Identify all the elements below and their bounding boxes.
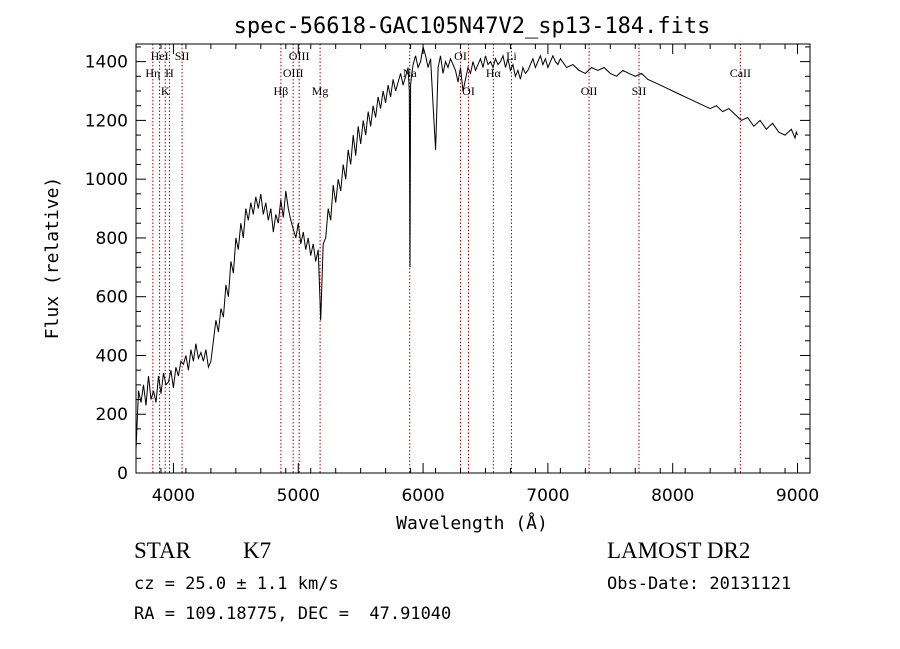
spectral-line-label: OII — [581, 84, 598, 98]
spectral-line-label: CaII — [730, 66, 751, 80]
object-class: STAR — [134, 538, 191, 563]
sky-coordinates: RA = 109.18775, DEC = 47.91040 — [134, 604, 452, 624]
spectral-line-label: OIII — [283, 66, 304, 80]
object-subclass: K7 — [243, 538, 272, 563]
spectral-line-label: Hα — [486, 66, 502, 80]
spectral-line-label: OI — [454, 49, 467, 63]
survey-name: LAMOST DR2 — [607, 538, 751, 563]
spectral-line-label: Li — [506, 49, 517, 63]
observation-date: Obs-Date: 20131121 — [607, 574, 792, 594]
y-tick-label: 800 — [96, 229, 128, 249]
y-tick-label: 400 — [96, 346, 128, 366]
y-tick-label: 1000 — [85, 170, 128, 190]
spectral-line-label: Na — [403, 66, 418, 80]
spectral-line-labels: HeI SII Hη HK OIII OIII Hβ Mg Na OI OI Hα Li OII SII Ca… — [145, 49, 751, 98]
x-axis-label: Wavelength (Å) — [396, 512, 548, 534]
x-tick-label: 7000 — [526, 486, 569, 506]
x-tick-label: 4000 — [152, 486, 195, 506]
y-tick-label: 1200 — [85, 111, 128, 131]
x-tick-label: 5000 — [277, 486, 320, 506]
spectral-line-label: Hβ — [274, 84, 289, 98]
y-tick-label: 600 — [96, 288, 128, 308]
spectral-line-label: OI — [462, 84, 475, 98]
spectral-line-label: OIII — [289, 49, 310, 63]
spectral-line-label: SII — [175, 49, 190, 63]
spectral-line-label: H — [165, 66, 174, 80]
y-axis-label: Flux (relative) — [42, 177, 63, 340]
y-tick-label: 1400 — [85, 53, 128, 73]
x-axis: 4000 5000 6000 7000 8000 9000 — [135, 44, 819, 506]
chart-title: spec-56618-GAC105N47V2_sp13-184.fits — [234, 14, 711, 39]
spectral-line-label: SII — [632, 84, 647, 98]
y-tick-label: 0 — [117, 464, 128, 484]
redshift-cz: cz = 25.0 ± 1.1 km/s — [134, 574, 339, 594]
x-tick-label: 8000 — [651, 486, 694, 506]
y-axis: 0 200 400 600 800 1000 1200 1400 — [85, 46, 810, 484]
x-tick-label: 9000 — [776, 486, 819, 506]
spectrum-series-line — [135, 46, 798, 450]
x-tick-label: 6000 — [401, 486, 444, 506]
spectral-line-markers — [152, 44, 741, 473]
spectral-line-label: K — [161, 84, 170, 98]
plot-frame — [135, 43, 811, 474]
y-tick-label: 200 — [96, 405, 128, 425]
spectral-line-label: Hη — [145, 66, 160, 80]
spectral-line-label: HeI — [151, 49, 169, 63]
spectral-line-label: Mg — [312, 84, 329, 98]
